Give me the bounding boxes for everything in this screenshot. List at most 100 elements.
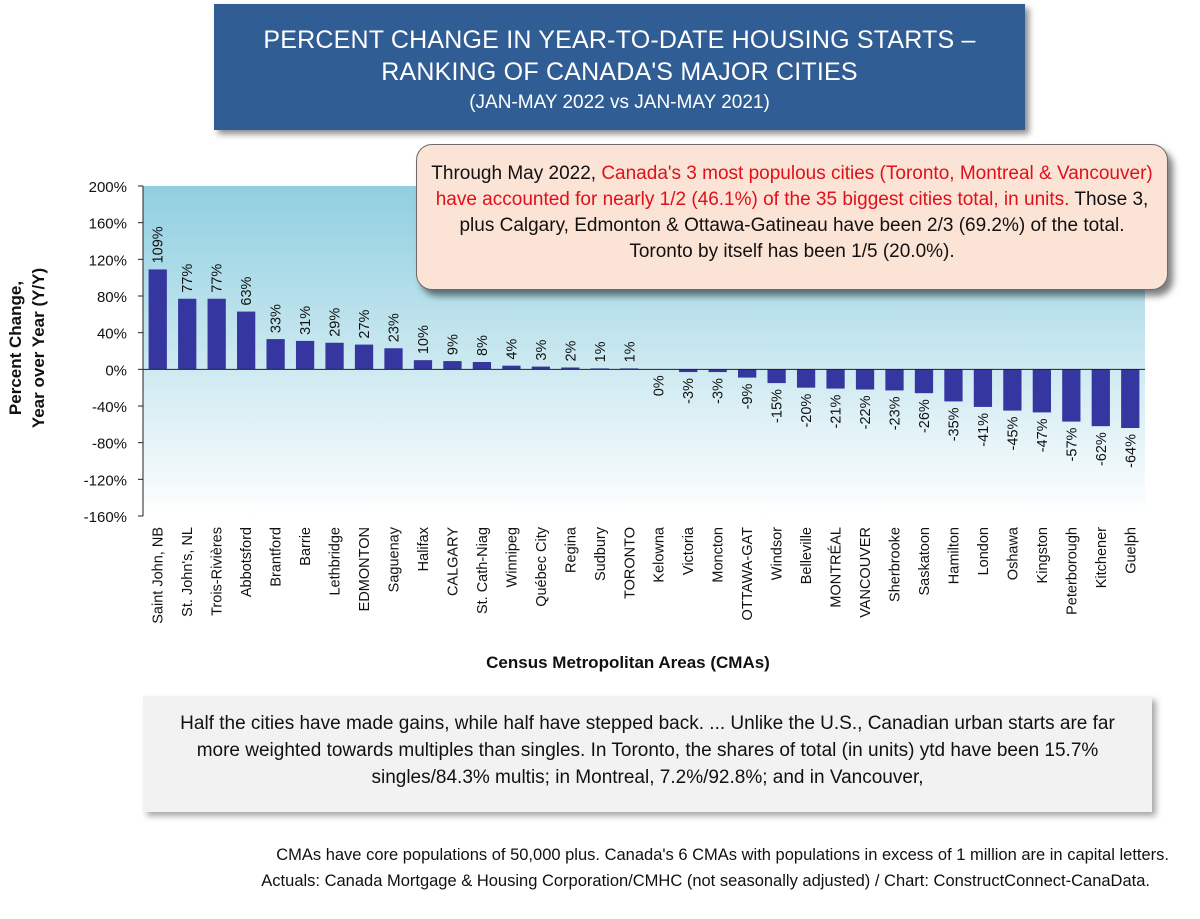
chart-title-line-2: RANKING OF CANADA'S MAJOR CITIES	[381, 58, 858, 86]
data-label: -22%	[858, 395, 874, 429]
bar	[914, 369, 934, 394]
category-label: Abbotsford	[239, 527, 255, 597]
data-label: 63%	[239, 276, 255, 305]
bar	[855, 369, 875, 390]
category-label: Moncton	[711, 527, 727, 583]
bar	[1091, 369, 1110, 427]
callout-box: Through May 2022, Canada's 3 most populo…	[416, 144, 1168, 290]
category-label: Kitchener	[1094, 527, 1110, 588]
category-label: Kelowna	[652, 526, 668, 583]
category-label: St. John's, NL	[180, 527, 196, 617]
callout-text-highlight: Canada's 3 most populous cities (Toronto…	[435, 163, 1153, 210]
data-label: 31%	[298, 306, 314, 335]
category-label: Barrie	[298, 527, 314, 566]
data-label: 9%	[445, 334, 461, 355]
data-label: 2%	[563, 340, 579, 361]
data-label: 23%	[387, 313, 403, 342]
data-label: 10%	[416, 325, 432, 354]
category-label: Saint John, NB	[151, 527, 167, 624]
data-label: -23%	[888, 396, 904, 430]
category-label: Windsor	[770, 527, 786, 580]
bar	[207, 298, 226, 370]
category-label: Oshawa	[1005, 526, 1021, 580]
bar	[944, 369, 963, 402]
data-label: -47%	[1035, 418, 1051, 452]
bar	[502, 365, 521, 370]
category-label: EDMONTON	[357, 527, 373, 611]
data-label: 8%	[475, 335, 491, 356]
data-label: 1%	[593, 341, 609, 362]
data-label: -62%	[1094, 432, 1110, 466]
bar	[413, 360, 433, 370]
bar	[561, 367, 580, 370]
category-label: MONTRÉAL	[828, 527, 845, 608]
data-label: 77%	[210, 264, 226, 293]
bar	[826, 369, 845, 389]
bar	[885, 369, 904, 391]
callout-text-rest: Those 3, plus Calgary, Edmonton & Ottawa…	[459, 189, 1149, 262]
data-label: -3%	[711, 378, 727, 404]
category-label: Peterborough	[1064, 527, 1080, 615]
y-tick-label: -80%	[92, 436, 127, 453]
category-label: London	[976, 527, 992, 575]
data-label: -35%	[946, 407, 962, 441]
x-axis-label: Census Metropolitan Areas (CMAs)	[486, 653, 770, 672]
bar	[384, 348, 403, 370]
y-tick-label: 40%	[97, 326, 127, 343]
category-label: OTTAWA-GAT	[740, 527, 756, 621]
category-label: Victoria	[681, 526, 697, 575]
data-label: 1%	[622, 341, 638, 362]
data-label: 77%	[180, 264, 196, 293]
category-label: Lethbridge	[328, 527, 344, 596]
data-label: 4%	[504, 339, 520, 360]
data-label: -26%	[917, 399, 933, 433]
bar	[237, 311, 256, 370]
bar	[472, 362, 492, 370]
bar	[679, 369, 698, 373]
data-label: -9%	[740, 383, 756, 409]
bar	[796, 369, 816, 388]
category-label: Guelph	[1123, 527, 1139, 574]
y-tick-label: -120%	[84, 472, 127, 489]
category-label: VANCOUVER	[858, 527, 874, 618]
data-label: 29%	[328, 308, 344, 337]
chart-title-line-1: PERCENT CHANGE IN YEAR-TO-DATE HOUSING S…	[263, 26, 976, 54]
bar	[148, 269, 167, 370]
category-label: Sudbury	[593, 526, 609, 581]
category-label: Trois-Rivières	[210, 527, 226, 616]
y-tick-label: -160%	[84, 509, 127, 526]
commentary-box: Half the cities have made gains, while h…	[143, 696, 1152, 812]
data-label: -57%	[1064, 427, 1080, 461]
y-axis-label-line-2: Year over Year (Y/Y)	[29, 268, 48, 428]
y-tick-label: 120%	[89, 252, 127, 269]
bar	[325, 342, 344, 370]
data-label: -41%	[976, 413, 992, 447]
category-label: Regina	[563, 526, 579, 573]
bar	[266, 339, 285, 370]
category-label: TORONTO	[622, 527, 638, 599]
bar	[443, 361, 462, 370]
y-axis-label-line-1: Percent Change,	[6, 281, 25, 415]
bar	[178, 298, 197, 370]
bar	[354, 344, 374, 370]
category-label: Québec City	[534, 526, 550, 607]
category-label: Winnipeg	[504, 527, 520, 587]
data-label: 0%	[652, 375, 668, 396]
bar	[1003, 369, 1022, 411]
category-label: Halifax	[416, 526, 432, 571]
chart-subtitle: (JAN-MAY 2022 vs JAN-MAY 2021)	[469, 92, 770, 113]
category-label: Belleville	[799, 527, 815, 584]
bar	[295, 340, 315, 370]
bar	[708, 369, 727, 373]
data-label: 33%	[269, 304, 285, 333]
y-tick-label: 0%	[105, 362, 127, 379]
category-label: CALGARY	[445, 527, 461, 596]
data-label: 109%	[151, 226, 167, 263]
category-label: Sherbrooke	[888, 527, 904, 602]
y-tick-label: 80%	[97, 289, 127, 306]
data-label: -20%	[799, 394, 815, 428]
callout-text-intro: Through May 2022,	[431, 163, 602, 184]
bar	[738, 369, 757, 378]
y-tick-label: 160%	[89, 216, 127, 233]
bar	[1062, 369, 1081, 422]
